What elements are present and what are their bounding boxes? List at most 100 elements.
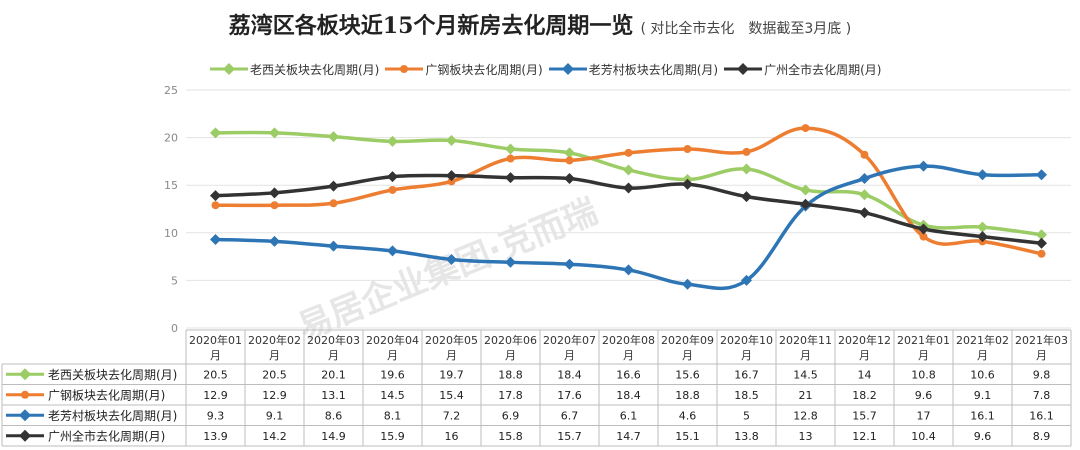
- legend-swatch: [210, 63, 248, 75]
- data-point: [329, 199, 338, 208]
- legend-marker: [561, 63, 574, 75]
- table-cell-value: 15.7: [852, 409, 877, 422]
- table-legend-marker: [19, 429, 31, 442]
- y-tick-label: 20: [164, 132, 178, 145]
- x-tick-label: 2020年11 月: [779, 333, 832, 362]
- data-point: [741, 191, 752, 203]
- data-point: [565, 156, 574, 165]
- data-point: [623, 264, 634, 276]
- table-cell-value: 18.4: [616, 389, 641, 402]
- table-cell-value: 19.7: [439, 368, 464, 381]
- table-row-label: 广钢板块去化周期(月): [48, 388, 165, 402]
- table-cell-value: 13.1: [321, 389, 346, 402]
- table-cell-value: 14.9: [321, 430, 346, 443]
- y-tick-label: 5: [171, 274, 178, 287]
- table-cell-value: 16.1: [970, 409, 995, 422]
- table-cell-value: 17.6: [557, 389, 582, 402]
- data-point: [446, 253, 457, 265]
- data-point: [446, 134, 457, 146]
- table-cell-value: 4.6: [679, 409, 697, 422]
- data-point: [211, 201, 220, 210]
- data-point: [800, 184, 811, 196]
- data-point: [683, 145, 692, 154]
- data-point: [682, 278, 693, 290]
- table-cell-value: 15.6: [675, 368, 700, 381]
- chart-title-block: 荔湾区各板块近15个月新房去化周期一览 ( 对比全市去化 数据截至3月底 ): [0, 8, 1080, 40]
- table-cell-value: 12.9: [203, 389, 228, 402]
- x-tick-label: 2021年01 月: [897, 333, 950, 362]
- data-point: [564, 147, 575, 159]
- data-point: [1036, 169, 1047, 181]
- data-point: [918, 223, 929, 235]
- data-point: [860, 150, 869, 159]
- table-cell-value: 14: [858, 368, 872, 381]
- table-cell-value: 16.1: [1029, 409, 1054, 422]
- legend-label: 老芳村板块去化周期(月): [588, 62, 719, 77]
- legend: 老西关板块去化周期(月) 广钢板块去化周期(月) 老芳村板块去化周期(月) 广州全市去…: [210, 60, 888, 78]
- legend-label: 广钢板块去化周期(月): [425, 62, 543, 77]
- data-point: [210, 127, 221, 139]
- legend-marker: [223, 63, 235, 75]
- table-legend-marker: [19, 409, 31, 422]
- table-cell-value: 9.1: [266, 409, 284, 422]
- series-line: [215, 126, 1042, 256]
- data-point: [859, 173, 870, 185]
- table-legend-marker: [21, 390, 29, 399]
- table-legend-marker: [19, 368, 31, 381]
- table-cell-value: 10.4: [911, 430, 936, 443]
- data-point: [624, 148, 633, 157]
- data-point: [1036, 237, 1047, 249]
- table-cell-value: 12.8: [793, 409, 818, 422]
- data-point: [682, 178, 693, 190]
- y-tick-label: 10: [164, 227, 178, 240]
- y-tick-label: 0: [171, 322, 178, 335]
- data-point: [859, 189, 870, 201]
- data-point: [269, 235, 280, 247]
- table-cell-value: 18.5: [734, 389, 759, 402]
- table-cell-value: 10.6: [970, 368, 995, 381]
- x-tick-label: 2020年08 月: [602, 333, 655, 362]
- table-cell-value: 14.5: [793, 368, 818, 381]
- data-point: [505, 172, 516, 184]
- table-cell-value: 17.8: [498, 389, 523, 402]
- data-point: [564, 258, 575, 270]
- table-cell-value: 13: [799, 430, 813, 443]
- data-point: [269, 127, 280, 139]
- table-cell-value: 8.9: [1033, 430, 1051, 443]
- data-point: [741, 274, 752, 286]
- table-cell-value: 18.2: [852, 389, 877, 402]
- data-point: [623, 164, 634, 176]
- data-point: [388, 185, 397, 194]
- table-cell-value: 9.6: [915, 389, 933, 402]
- table-row-label: 老西关板块去化周期(月): [48, 368, 177, 382]
- x-tick-label: 2020年05 月: [425, 333, 478, 362]
- table-cell-value: 15.9: [380, 430, 405, 443]
- data-point: [505, 143, 516, 155]
- y-tick-label: 15: [164, 179, 178, 192]
- table-cell-value: 9.8: [1033, 368, 1051, 381]
- data-point: [742, 147, 751, 156]
- data-point: [918, 160, 929, 172]
- table-cell-value: 18.4: [557, 368, 582, 381]
- data-point: [564, 173, 575, 185]
- x-tick-label: 2020年04 月: [366, 333, 419, 362]
- x-tick-label: 2020年12 月: [838, 333, 891, 362]
- data-point: [210, 190, 221, 202]
- data-point: [505, 256, 516, 268]
- series-line: [215, 164, 1042, 291]
- table-cell-value: 20.5: [203, 368, 228, 381]
- table-cell-value: 6.1: [620, 409, 638, 422]
- table-cell-value: 9.6: [974, 430, 992, 443]
- table-cell-value: 6.7: [561, 409, 579, 422]
- data-point: [1037, 249, 1046, 258]
- table-cell-value: 20.5: [262, 368, 287, 381]
- legend-marker: [400, 65, 409, 73]
- table-cell-value: 15.1: [675, 430, 700, 443]
- data-point: [800, 198, 811, 210]
- table-cell-value: 19.6: [380, 368, 405, 381]
- legend-swatch: [385, 65, 424, 73]
- table-cell-value: 8.6: [325, 409, 343, 422]
- y-tick-label: 25: [164, 84, 178, 97]
- legend-swatch: [724, 63, 763, 75]
- x-tick-label: 2020年03 月: [307, 333, 360, 362]
